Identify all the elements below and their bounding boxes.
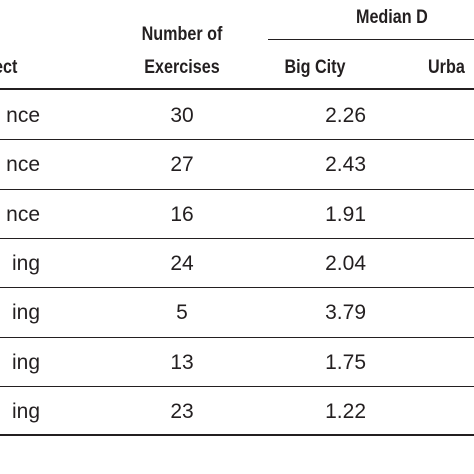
rule (0, 237, 474, 239)
rule (0, 188, 474, 190)
cell-big-city: 2.04 (325, 251, 366, 275)
cell-exercises: 13 (170, 350, 194, 374)
cell-big-city: 2.26 (325, 104, 366, 127)
cell-subject: ing (11, 350, 40, 374)
cell-big-city: 1.75 (325, 350, 366, 374)
cell-big-city: 3.79 (325, 301, 366, 325)
cell-subject: ing (11, 301, 40, 325)
cell-big-city: 2.43 (325, 153, 366, 177)
header-urban: Urba (428, 57, 465, 78)
rule (0, 88, 474, 90)
rule (268, 39, 474, 40)
header-median: Median D (356, 7, 428, 28)
cell-big-city: 1.91 (325, 202, 366, 226)
rule (0, 385, 474, 387)
header-exercises: Number of (141, 24, 223, 45)
rule (0, 336, 474, 338)
cell-exercises: 30 (170, 104, 194, 127)
cell-big-city: 1.22 (325, 399, 366, 423)
cell-subject: ing (11, 251, 40, 275)
header-big-city: Big City (284, 57, 346, 78)
rule (0, 287, 474, 289)
cell-exercises: 5 (176, 301, 188, 325)
cell-exercises: 16 (170, 202, 194, 226)
cell-subject: ing (11, 399, 40, 423)
cell-subject: nce (6, 104, 40, 127)
header-exercises: Exercises (144, 57, 220, 78)
cell-exercises: 23 (170, 399, 194, 423)
cell-exercises: 24 (170, 251, 194, 275)
cell-exercises: 27 (170, 153, 194, 177)
cell-subject: nce (6, 202, 40, 226)
header-subject: ect (0, 57, 18, 78)
rule (0, 434, 474, 437)
cell-subject: nce (6, 153, 40, 177)
rule (0, 139, 474, 141)
